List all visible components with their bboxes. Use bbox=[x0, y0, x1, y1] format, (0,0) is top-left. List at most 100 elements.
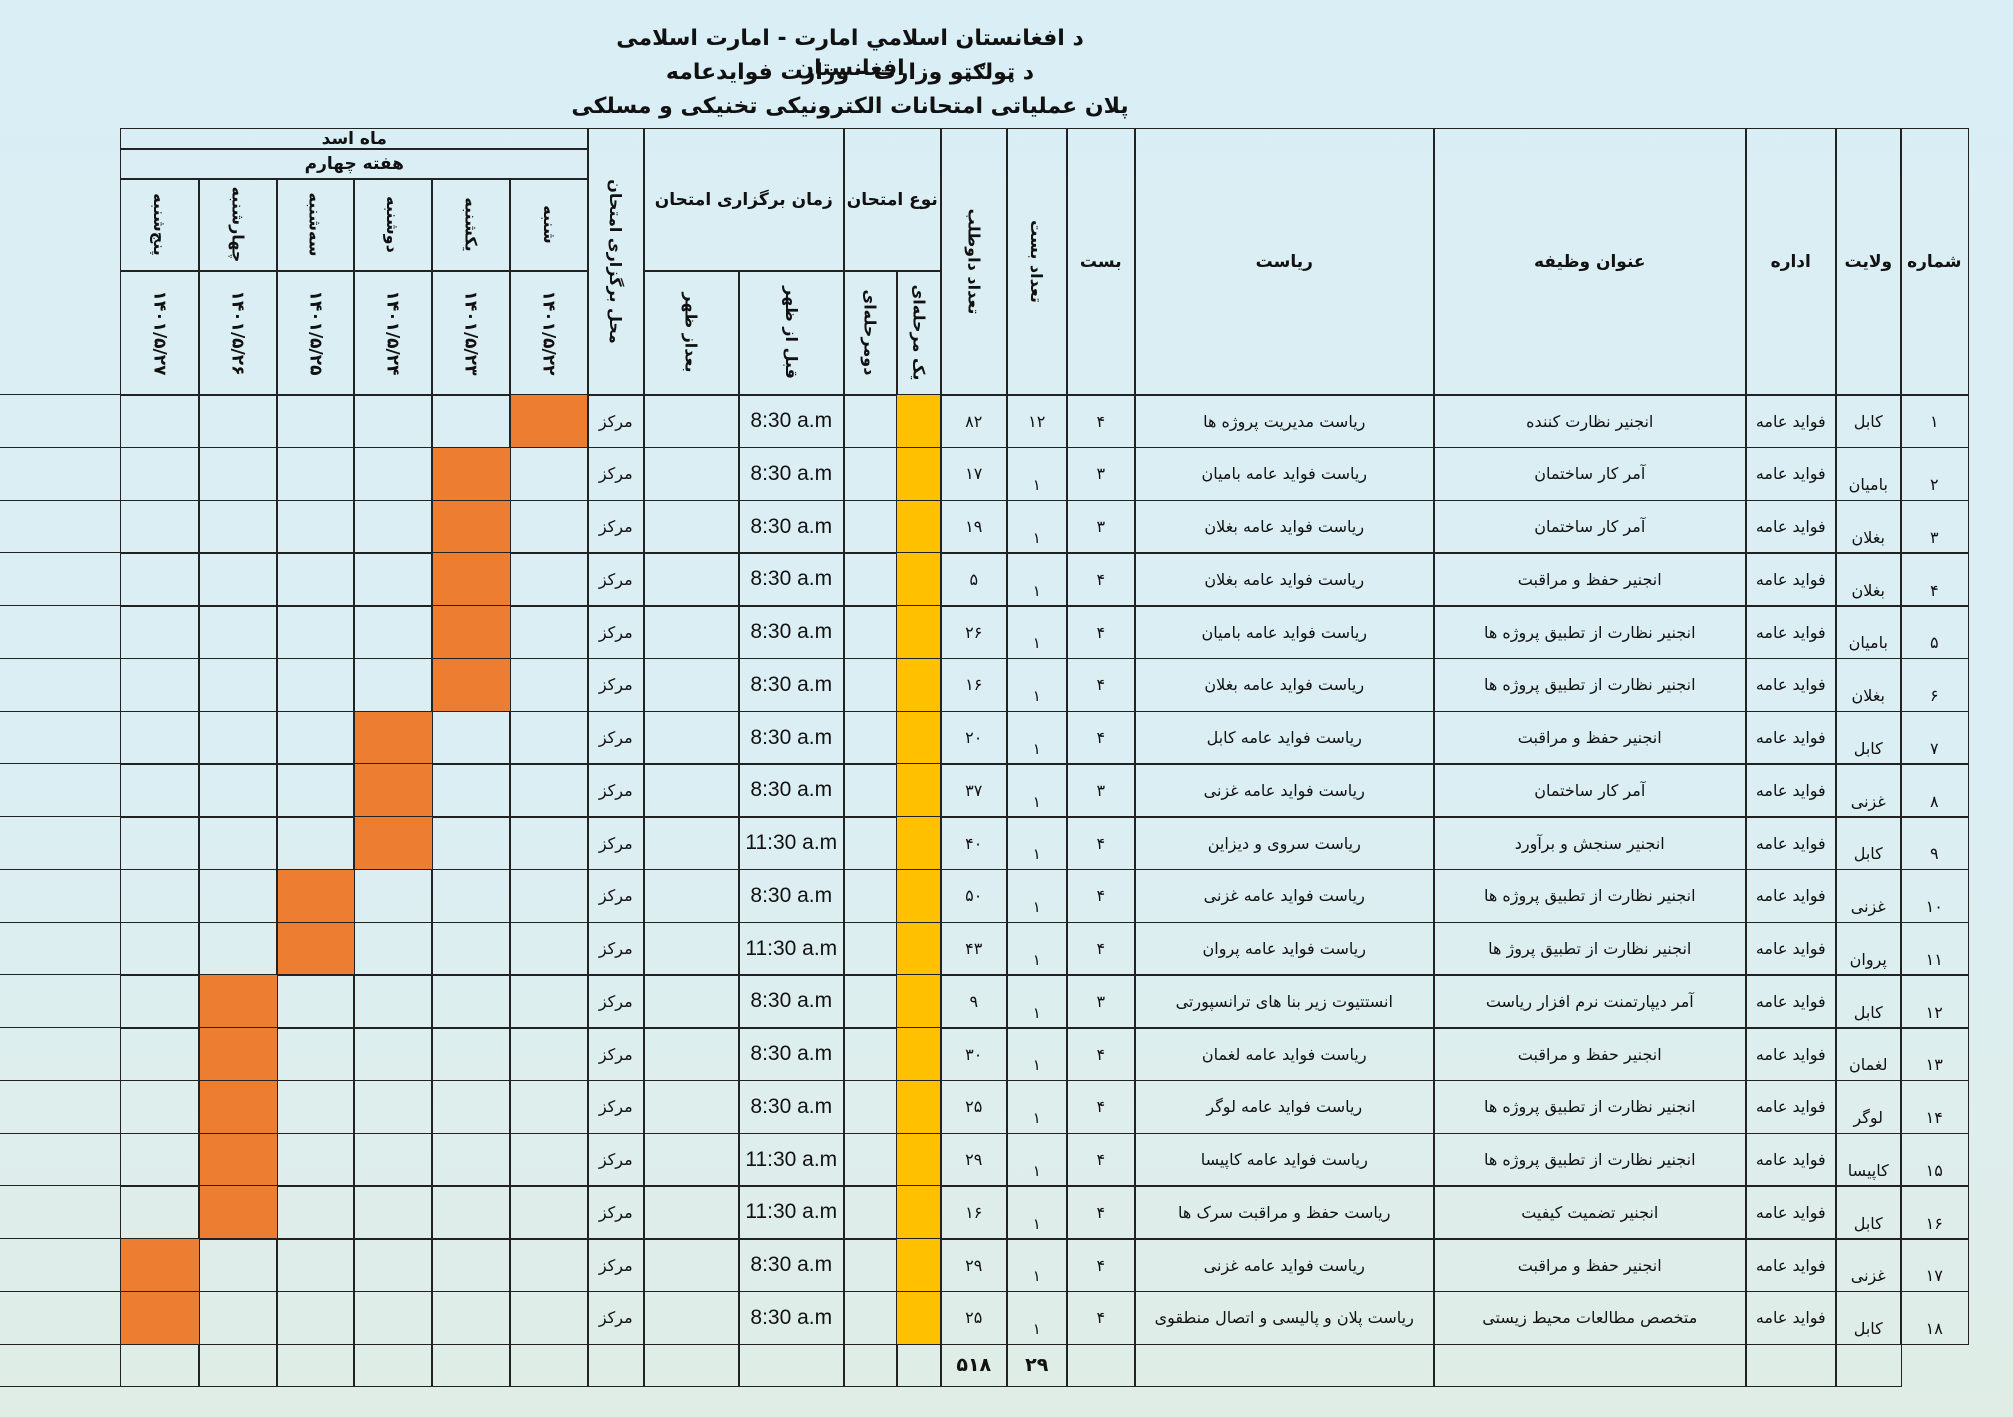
location-cell-text: مرکز bbox=[598, 675, 633, 695]
day-name-header-text: سه‌شنبه bbox=[305, 192, 325, 257]
total-empty-cell bbox=[120, 1343, 200, 1387]
scheduled-day-cell bbox=[431, 657, 511, 712]
grade-cell: ۳ bbox=[1066, 446, 1136, 501]
directorate-cell: انستتیوت زیر بنا های ترانسپورتی bbox=[1134, 974, 1435, 1029]
department-cell: فواید عامه bbox=[1745, 394, 1837, 449]
row-number-cell: ۱۱ bbox=[1900, 921, 1969, 976]
province-cell-text: پروان bbox=[1849, 949, 1887, 969]
job-title-cell: آمر کار ساختمان bbox=[1433, 446, 1747, 501]
day-cell bbox=[509, 710, 589, 765]
grade-cell-text: ۳ bbox=[1096, 517, 1106, 537]
day-cell bbox=[120, 868, 200, 923]
day-cell bbox=[276, 710, 355, 765]
job-title-cell-text: انجنیر نظارت از تطبیق پروژ ها bbox=[1488, 939, 1692, 959]
directorate-cell: ریاست فواید عامه بامیان bbox=[1134, 605, 1435, 660]
day-cell bbox=[509, 868, 589, 923]
candidates-header-text: تعداد داوطلب bbox=[964, 208, 984, 315]
directorate-cell: ریاست فواید عامه غزنی bbox=[1134, 763, 1435, 818]
province-cell: بامیان bbox=[1835, 446, 1902, 501]
directorate-cell: ریاست فواید عامه بغلان bbox=[1134, 657, 1435, 712]
row-number-cell: ۱ bbox=[1900, 394, 1969, 449]
day-cell bbox=[353, 552, 433, 607]
one-stage-marker bbox=[896, 499, 942, 554]
department-cell: فواید عامه bbox=[1745, 657, 1837, 712]
row-divider bbox=[0, 1185, 120, 1187]
row-divider bbox=[0, 1343, 120, 1345]
day-cell bbox=[120, 657, 200, 712]
posts-cell-text: ۱ bbox=[1032, 581, 1041, 600]
total-empty-cell bbox=[1433, 1343, 1747, 1387]
afternoon-cell bbox=[643, 446, 740, 501]
scheduled-day-cell bbox=[353, 710, 433, 765]
row-divider bbox=[0, 921, 120, 923]
day-cell bbox=[198, 446, 278, 501]
day-cell bbox=[276, 605, 355, 660]
department-cell: فواید عامه bbox=[1745, 974, 1837, 1029]
directorate-cell-text: ریاست فواید عامه غزنی bbox=[1203, 1255, 1365, 1275]
location-cell-text: مرکز bbox=[598, 411, 633, 431]
time-cell-text: 11:30 a.m bbox=[745, 1147, 838, 1171]
location-cell: مرکز bbox=[587, 552, 645, 607]
grade-cell: ۴ bbox=[1066, 816, 1136, 871]
candidates-cell-text: ۱۷ bbox=[965, 464, 983, 484]
day-cell bbox=[431, 1079, 511, 1134]
job-title-cell-text: انجنیر نظارت از تطبیق پروژه ها bbox=[1483, 675, 1696, 695]
time-cell: 8:30 a.m bbox=[738, 1027, 845, 1082]
posts-cell: ۱ bbox=[1006, 868, 1068, 923]
day-cell bbox=[198, 763, 278, 818]
grade-cell: ۴ bbox=[1066, 394, 1136, 449]
day-cell bbox=[276, 974, 355, 1029]
day-cell bbox=[509, 1079, 589, 1134]
directorate-cell-text: ریاست فواید عامه غزنی bbox=[1203, 886, 1365, 906]
row-number-cell-text: ۳ bbox=[1929, 527, 1939, 547]
directorate-cell-text: ریاست فواید عامه بغلان bbox=[1204, 675, 1365, 695]
two-stage-cell bbox=[843, 657, 898, 712]
day-name-header-text: پنج‌شنبه bbox=[150, 193, 170, 257]
candidates-cell: ۲۹ bbox=[940, 1132, 1008, 1187]
province-cell-text: غزنی bbox=[1850, 1266, 1886, 1286]
candidates-cell: ۸۲ bbox=[940, 394, 1008, 449]
posts-header-text: تعداد بست bbox=[1027, 220, 1047, 304]
afternoon-cell bbox=[643, 710, 740, 765]
afternoon-cell bbox=[643, 974, 740, 1029]
posts-cell-text: ۱ bbox=[1032, 1161, 1041, 1180]
day-cell bbox=[509, 552, 589, 607]
time-cell-text: 11:30 a.m bbox=[745, 1200, 838, 1224]
posts-cell: ۱ bbox=[1006, 816, 1068, 871]
afternoon-cell bbox=[643, 868, 740, 923]
afternoon-cell bbox=[643, 1132, 740, 1187]
candidates-cell: ۳۷ bbox=[940, 763, 1008, 818]
candidates-cell: ۱۷ bbox=[940, 446, 1008, 501]
scheduled-day-cell bbox=[353, 816, 433, 871]
day-cell bbox=[198, 1290, 278, 1345]
directorate-cell: ریاست حفظ و مراقبت سرک ها bbox=[1134, 1185, 1435, 1240]
day-cell bbox=[509, 657, 589, 712]
day-cell bbox=[120, 1185, 200, 1240]
candidates-cell: ۱۶ bbox=[940, 1185, 1008, 1240]
location-cell: مرکز bbox=[587, 394, 645, 449]
time-cell-text: 8:30 a.m bbox=[750, 409, 833, 433]
department-cell-text: فواید عامه bbox=[1755, 1308, 1826, 1328]
day-cell bbox=[276, 763, 355, 818]
afternoon-cell bbox=[643, 605, 740, 660]
posts-cell-text: ۱ bbox=[1032, 1267, 1041, 1286]
time-cell-text: 8:30 a.m bbox=[750, 883, 833, 907]
time-cell-text: 8:30 a.m bbox=[750, 1042, 833, 1066]
one-stage-marker bbox=[896, 1290, 942, 1345]
candidates-cell: ۵ bbox=[940, 552, 1008, 607]
day-date-header-text: ۱۴۰۱/۵/۲۲ bbox=[538, 290, 559, 376]
day-cell bbox=[509, 921, 589, 976]
location-cell-text: مرکز bbox=[598, 991, 633, 1011]
scheduled-day-cell bbox=[276, 921, 355, 976]
candidates-cell-text: ۵ bbox=[969, 569, 979, 589]
job-title-cell: متخصص مطالعات محیط زیستی bbox=[1433, 1290, 1747, 1345]
row-divider bbox=[0, 1027, 120, 1028]
grade-header: بست bbox=[1066, 128, 1136, 396]
day-cell bbox=[353, 1185, 433, 1240]
directorate-cell: ریاست مدیریت پروژه ها bbox=[1134, 394, 1435, 449]
grade-cell: ۴ bbox=[1066, 921, 1136, 976]
day-name-header: دوشنبه bbox=[353, 178, 433, 272]
posts-cell: ۱ bbox=[1006, 974, 1068, 1029]
job-title-cell: انجنیر نظارت از تطبیق پروژ ها bbox=[1433, 921, 1747, 976]
directorate-cell: ریاست فواید عامه لوگر bbox=[1134, 1079, 1435, 1134]
